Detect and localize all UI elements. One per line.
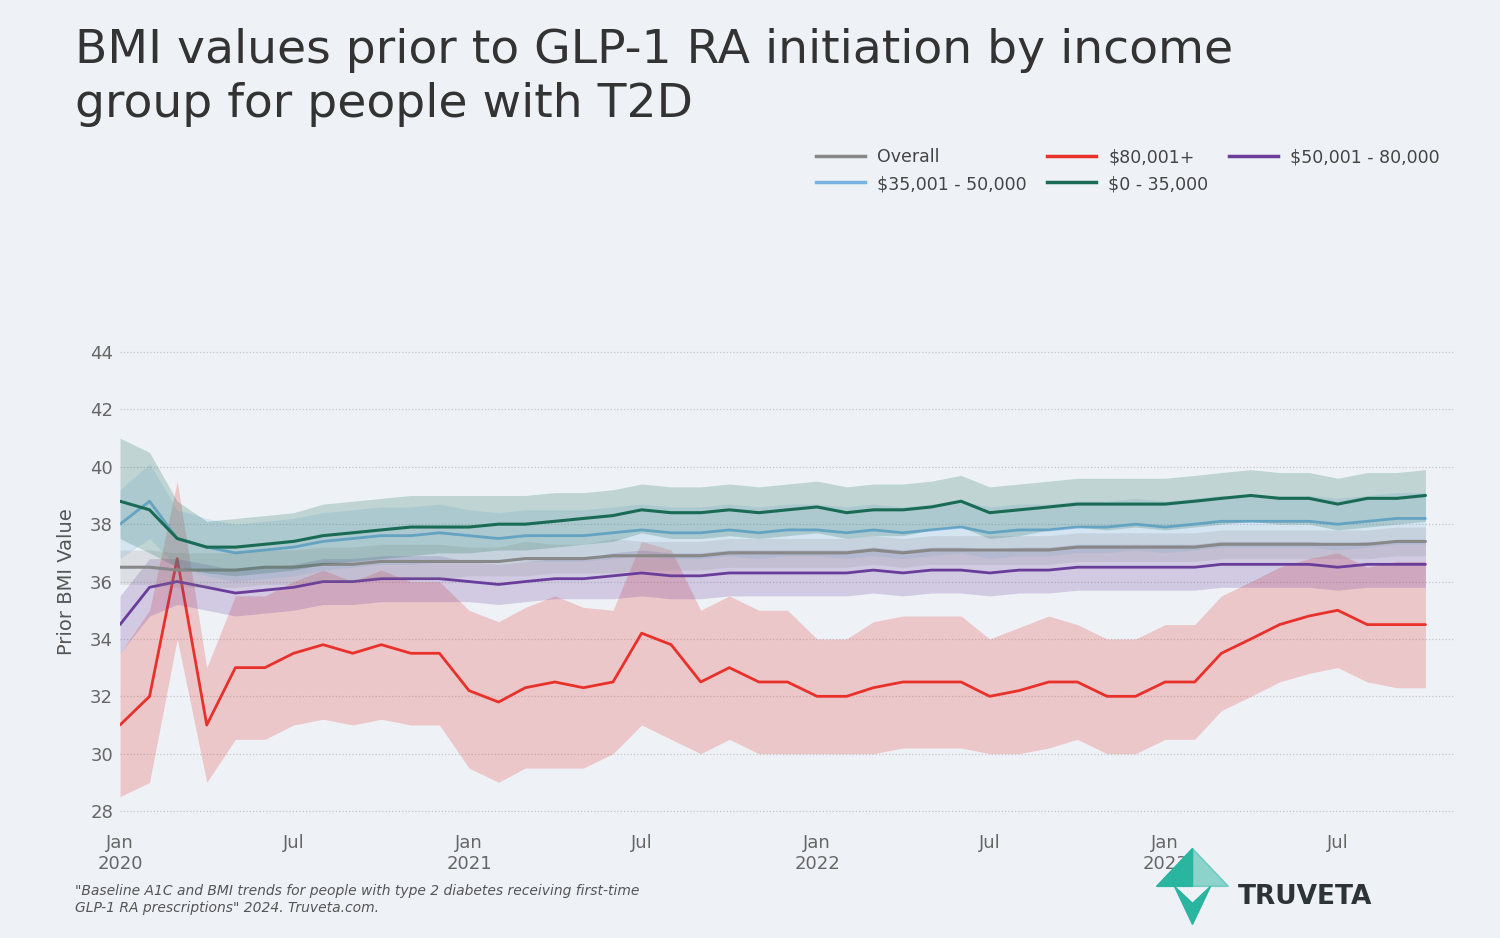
Y-axis label: Prior BMI Value: Prior BMI Value (57, 508, 76, 655)
Text: BMI values prior to GLP-1 RA initiation by income
group for people with T2D: BMI values prior to GLP-1 RA initiation … (75, 28, 1233, 127)
Text: TRUVETA: TRUVETA (1238, 884, 1372, 910)
Text: "Baseline A1C and BMI trends for people with type 2 diabetes receiving first-tim: "Baseline A1C and BMI trends for people … (75, 885, 639, 915)
Polygon shape (1156, 849, 1192, 886)
Polygon shape (1192, 849, 1228, 886)
Legend: Overall, $35,001 - 50,000, $80,001+, $0 - 35,000, $50,001 - 80,000: Overall, $35,001 - 50,000, $80,001+, $0 … (808, 142, 1446, 200)
Polygon shape (1174, 886, 1210, 925)
